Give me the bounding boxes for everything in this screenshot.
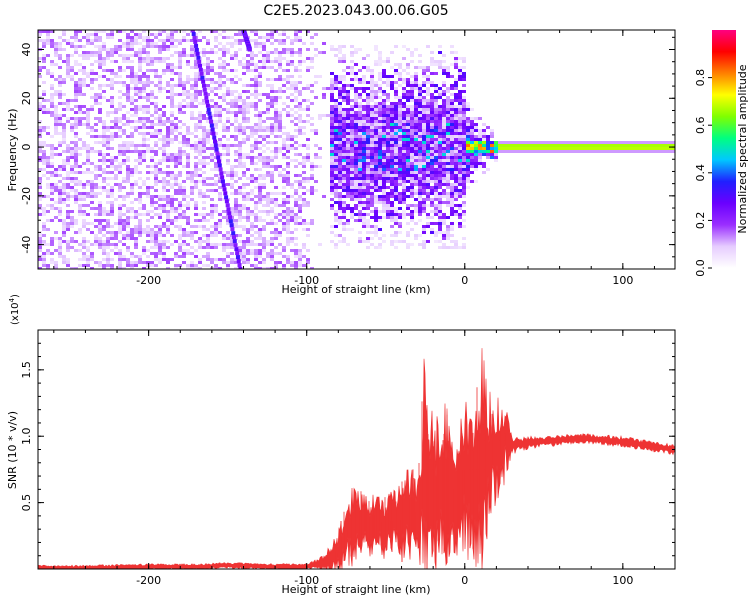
y-tick-label: 20 [20,91,33,105]
x-tick-label: -100 [294,574,319,587]
y-tick-label: 40 [20,43,33,57]
x-tick-label: 100 [612,574,633,587]
colorbar-tick-label: 0.6 [694,116,707,134]
colorbar-tick-label: 0.2 [694,212,707,230]
y-tick-label: 1.0 [20,427,33,445]
snr-series-spikes [334,387,506,569]
y-tick-label: -20 [20,187,33,205]
snr-y-axis-label: SNR (10 * v/v) [6,411,19,489]
x-tick-label: -100 [294,274,319,287]
x-tick-label: -200 [136,574,161,587]
spectrogram-x-axis-label: Height of straight line (km) [281,283,430,296]
spectrogram-frame [37,29,676,270]
snr-ticks: -200 -100 0 100 0.5 1.0 1.5 [20,330,675,587]
x-tick-label: -200 [136,274,161,287]
figure-title: C2E5.2023.043.00.06.G05 [263,3,448,19]
x-tick-label: 0 [461,574,468,587]
spectrogram-y-axis-label: Frequency (Hz) [6,109,19,192]
snr-y-scale-label: (x104) [8,294,21,325]
snr-series-envelope [38,348,675,569]
y-tick-label: 0.5 [20,494,33,512]
spectrogram-image [38,30,675,269]
y-tick-label: 0 [20,144,33,151]
x-tick-label: 0 [461,274,468,287]
colorbar-tick-label: 0.4 [694,164,707,182]
colorbar: 0.0 0.2 0.4 0.6 0.8 Normalized spectral ampl… [694,30,749,277]
colorbar-label: Normalized spectral amplitude [736,64,749,233]
y-tick-label: 1.5 [20,361,33,379]
colorbar-gradient [712,30,736,268]
x-tick-label: 100 [612,274,633,287]
y-tick-label: -40 [20,236,33,254]
colorbar-ticks: 0.0 0.2 0.4 0.6 0.8 [694,69,712,277]
snr-panel: -200 -100 0 100 0.5 1.0 1.5 Height of straight… [6,294,676,596]
colorbar-tick-label: 0.0 [694,259,707,277]
snr-x-axis-label: Height of straight line (km) [281,583,430,596]
colorbar-tick-label: 0.8 [694,69,707,87]
